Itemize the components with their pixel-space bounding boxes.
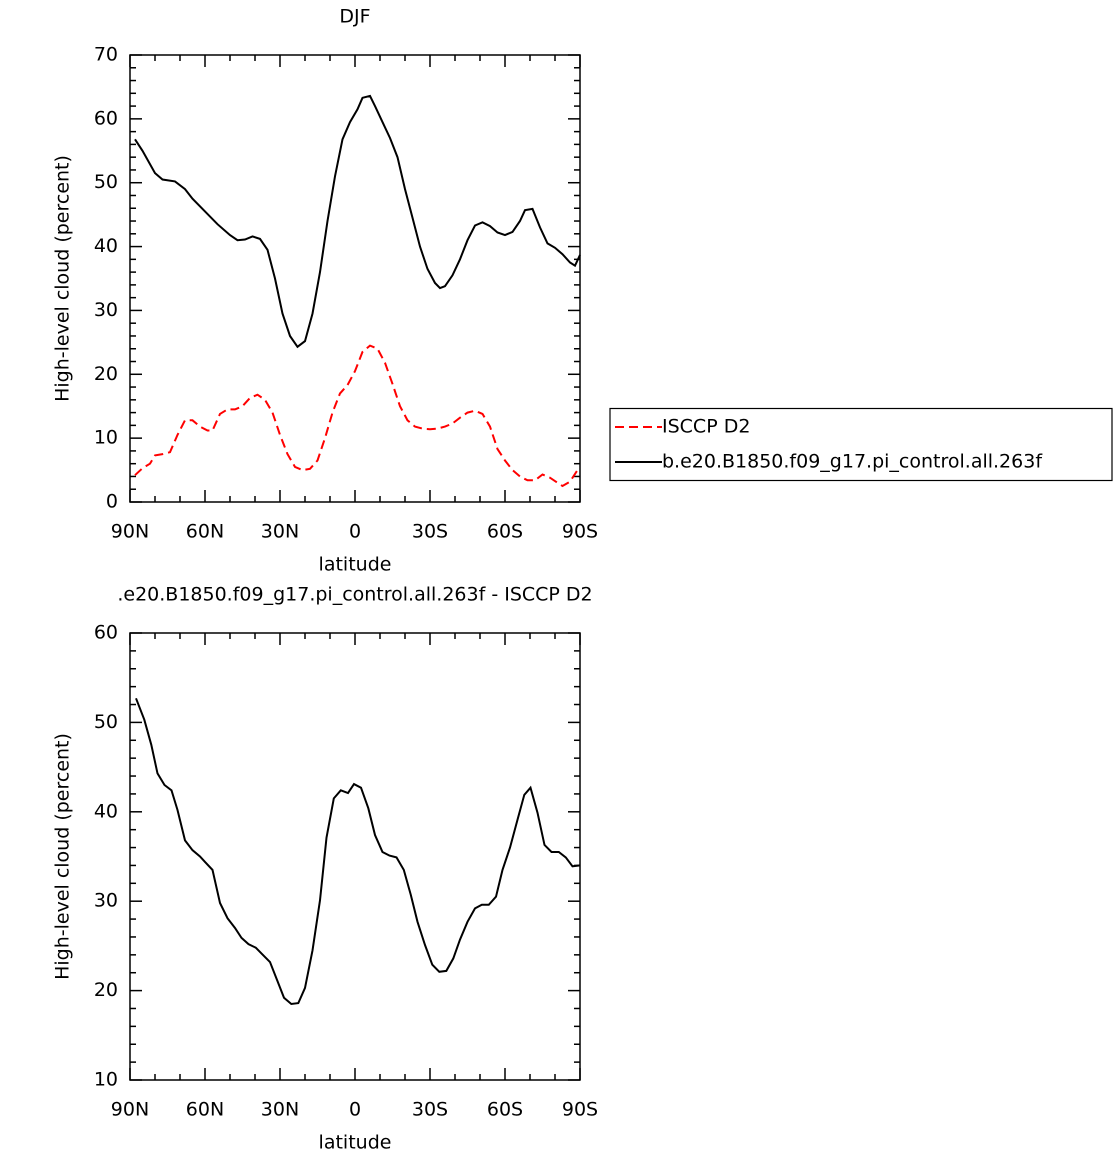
y-tick-label: 0	[106, 491, 118, 513]
x-tick-label: 60S	[487, 521, 523, 543]
y-tick-label: 30	[94, 890, 118, 912]
y-tick-label: 10	[94, 1069, 118, 1091]
y-tick-label: 40	[94, 235, 118, 257]
x-axis-label: latitude	[319, 554, 392, 576]
chart-title: .e20.B1850.f09_g17.pi_control.all.263f -…	[117, 584, 592, 606]
y-tick-label: 50	[94, 171, 118, 193]
y-axis-label: High-level cloud (percent)	[52, 733, 74, 980]
plot-frame	[129, 632, 581, 1081]
x-tick-label: 30N	[261, 1099, 299, 1121]
y-tick-label: 30	[94, 299, 118, 321]
x-tick-label: 90S	[562, 521, 598, 543]
y-tick-label: 50	[94, 711, 118, 733]
y-tick-label: 60	[94, 107, 118, 129]
x-axis-label: latitude	[319, 1132, 392, 1154]
chart-title: DJF	[339, 6, 370, 28]
x-tick-label: 30N	[261, 521, 299, 543]
y-tick-label: 70	[94, 44, 118, 66]
x-tick-label: 30S	[412, 521, 448, 543]
y-tick-label: 60	[94, 622, 118, 644]
y-tick-label: 10	[94, 427, 118, 449]
plot-frame	[129, 54, 581, 503]
x-tick-label: 90N	[111, 521, 149, 543]
legend-box	[609, 407, 1113, 482]
x-tick-label: 60N	[186, 521, 224, 543]
y-tick-label: 40	[94, 800, 118, 822]
x-tick-label: 60S	[487, 1099, 523, 1121]
y-axis-label: High-level cloud (percent)	[52, 155, 74, 402]
x-tick-label: 0	[349, 1099, 361, 1121]
x-tick-label: 0	[349, 521, 361, 543]
y-tick-label: 20	[94, 979, 118, 1001]
x-tick-label: 90N	[111, 1099, 149, 1121]
x-tick-label: 30S	[412, 1099, 448, 1121]
x-tick-label: 90S	[562, 1099, 598, 1121]
data-line	[134, 344, 579, 488]
legend-label: b.e20.B1850.f09_g17.pi_control.all.263f	[662, 451, 1043, 473]
legend-label: ISCCP D2	[662, 416, 750, 438]
y-tick-label: 20	[94, 363, 118, 385]
x-tick-label: 60N	[186, 1099, 224, 1121]
data-line	[135, 697, 581, 1006]
data-line	[134, 94, 581, 349]
